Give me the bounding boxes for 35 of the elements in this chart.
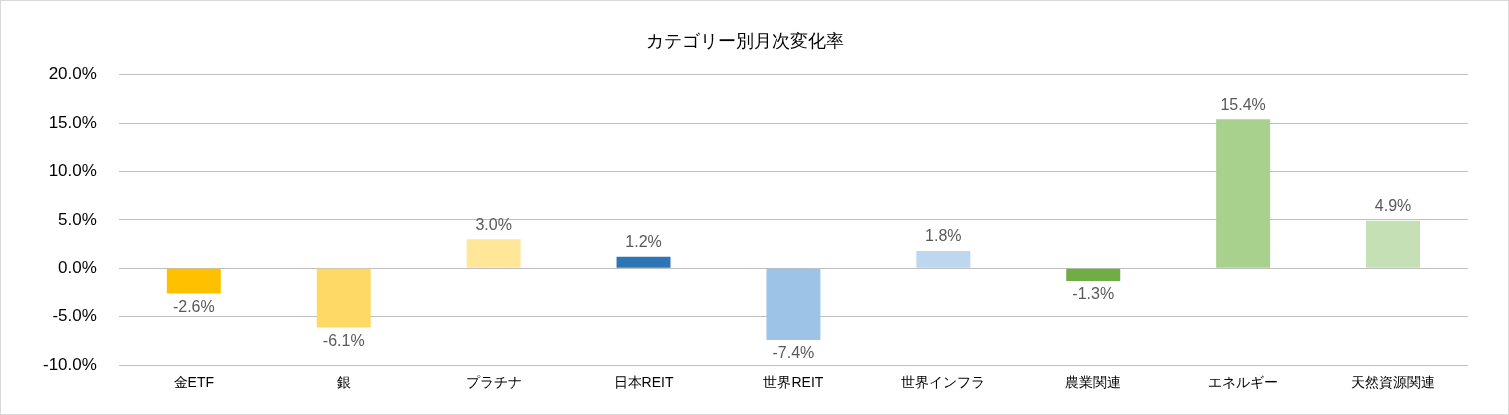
x-tick-label: エネルギー bbox=[1208, 374, 1279, 391]
bar bbox=[1066, 268, 1121, 281]
y-tick-label: 5.0% bbox=[58, 209, 97, 229]
y-tick-label: 15.0% bbox=[48, 112, 97, 132]
x-tick-label: 世界REIT bbox=[763, 374, 824, 391]
bar bbox=[316, 268, 371, 328]
y-tick-label: 20.0% bbox=[48, 64, 97, 84]
bar bbox=[766, 268, 821, 341]
bar bbox=[1366, 220, 1421, 268]
x-tick-label: 金ETF bbox=[173, 374, 215, 391]
data-label: 15.4% bbox=[1220, 95, 1266, 113]
data-label: 4.9% bbox=[1374, 197, 1412, 215]
x-tick-label: 銀 bbox=[336, 374, 351, 391]
x-tick-label: 世界インフラ bbox=[901, 374, 986, 391]
data-label: -1.3% bbox=[1072, 285, 1115, 303]
y-tick-label: -10.0% bbox=[42, 354, 97, 374]
x-tick-label: 日本REIT bbox=[613, 374, 674, 391]
bar bbox=[166, 268, 221, 294]
y-tick-label: 0.0% bbox=[58, 258, 97, 278]
bar bbox=[616, 256, 671, 268]
y-tick-label: 10.0% bbox=[48, 161, 97, 181]
chart-title: カテゴリー別月次変化率 bbox=[645, 30, 844, 51]
x-tick-label: 農業関連 bbox=[1065, 374, 1122, 391]
bar bbox=[1216, 119, 1271, 268]
bar bbox=[916, 250, 971, 268]
x-tick-label: 天然資源関連 bbox=[1351, 374, 1436, 391]
data-label: 1.2% bbox=[625, 233, 662, 251]
data-label: -7.4% bbox=[772, 344, 815, 362]
data-label: 1.8% bbox=[925, 227, 962, 245]
x-tick-label: プラチナ bbox=[465, 374, 522, 391]
bar bbox=[466, 239, 521, 268]
data-label: 3.0% bbox=[475, 215, 512, 233]
data-label: -2.6% bbox=[172, 297, 215, 315]
data-label: -6.1% bbox=[322, 331, 365, 349]
y-tick-label: -5.0% bbox=[52, 306, 97, 326]
